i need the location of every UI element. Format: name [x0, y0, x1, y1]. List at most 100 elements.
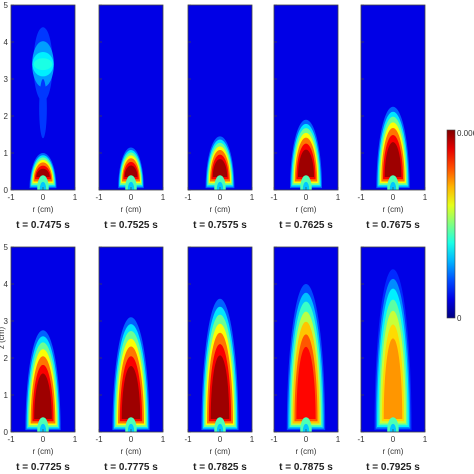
- y-tick-label: 4: [4, 280, 9, 289]
- panel-9: -1 0 1 r (cm) t = 0.7875 s: [270, 246, 341, 473]
- flame-field: [25, 330, 61, 432]
- panel-8: -1 0 1 r (cm) t = 0.7825 s: [184, 246, 255, 473]
- flame-contour: [296, 346, 316, 420]
- x-tick-label: 0: [129, 435, 134, 444]
- y-axis-label: z (cm): [0, 327, 6, 350]
- flame-root-core: [39, 181, 47, 190]
- flame-field: [118, 147, 144, 190]
- flame-contour: [121, 366, 141, 420]
- x-tick-label: 1: [423, 193, 428, 202]
- y-tick-label: 1: [4, 391, 9, 400]
- x-tick-label: -1: [270, 193, 278, 202]
- x-tick-label: -1: [184, 193, 192, 202]
- x-tick-label: 1: [250, 435, 255, 444]
- flame-field: [112, 317, 150, 432]
- colorbar-max-label: 0.006: [457, 129, 474, 138]
- y-tick-label: 3: [4, 317, 9, 326]
- y-tick-label: 4: [4, 38, 9, 47]
- x-axis-label: r (cm): [33, 205, 54, 214]
- flame-contour: [36, 168, 50, 178]
- time-label: t = 0.7575 s: [193, 220, 247, 231]
- panel-2: -1 0 1 r (cm) t = 0.7525 s: [95, 4, 166, 231]
- x-tick-label: 1: [161, 193, 166, 202]
- time-label: t = 0.7525 s: [104, 220, 158, 231]
- x-tick-label: -1: [270, 435, 278, 444]
- flame-contour: [383, 338, 403, 420]
- x-tick-label: 0: [304, 193, 309, 202]
- flame-root-core: [216, 181, 224, 190]
- flame-root-core: [127, 423, 135, 432]
- colorbar-min-label: 0: [457, 314, 462, 323]
- time-label: t = 0.7725 s: [16, 462, 70, 473]
- x-tick-label: 1: [250, 193, 255, 202]
- x-tick-label: 1: [336, 435, 341, 444]
- x-tick-label: -1: [184, 435, 192, 444]
- x-tick-label: -1: [357, 435, 365, 444]
- x-tick-label: -1: [357, 193, 365, 202]
- x-tick-label: -1: [95, 435, 103, 444]
- flame-contour: [212, 159, 228, 178]
- flame-contour: [34, 373, 52, 420]
- time-label: t = 0.7825 s: [193, 462, 247, 473]
- flame-field: [376, 106, 410, 190]
- x-axis-label: r (cm): [296, 205, 317, 214]
- flame-field: [205, 136, 235, 190]
- blob-link: [39, 79, 47, 139]
- x-tick-label: 0: [218, 193, 223, 202]
- x-axis-label: r (cm): [383, 205, 404, 214]
- flame-field: [286, 284, 326, 432]
- x-tick-label: -1: [7, 435, 15, 444]
- y-tick-label: 5: [4, 243, 9, 252]
- flame-field: [29, 27, 57, 190]
- x-axis-label: r (cm): [121, 447, 142, 456]
- flame-field: [201, 298, 239, 432]
- x-axis-label: r (cm): [383, 447, 404, 456]
- y-tick-label: 0: [4, 428, 9, 437]
- x-tick-label: 1: [336, 193, 341, 202]
- x-tick-label: -1: [95, 193, 103, 202]
- flame-root-core: [127, 181, 135, 190]
- x-tick-label: 0: [129, 193, 134, 202]
- x-tick-label: 0: [391, 193, 396, 202]
- flame-root-core: [302, 423, 310, 432]
- time-label: t = 0.7625 s: [279, 220, 333, 231]
- x-axis-label: r (cm): [33, 447, 54, 456]
- flame-contour: [210, 355, 230, 420]
- x-tick-label: 0: [41, 193, 46, 202]
- x-tick-label: 1: [423, 435, 428, 444]
- flame-root-core: [302, 181, 310, 190]
- detached-blob: [33, 58, 53, 71]
- flame-contour: [298, 149, 314, 178]
- flame-root-core: [216, 423, 224, 432]
- x-tick-label: 1: [73, 435, 78, 444]
- x-tick-label: 0: [41, 435, 46, 444]
- x-tick-label: 0: [304, 435, 309, 444]
- x-tick-label: -1: [7, 193, 15, 202]
- time-label: t = 0.7925 s: [366, 462, 420, 473]
- x-tick-label: 0: [218, 435, 223, 444]
- time-label: t = 0.7675 s: [366, 220, 420, 231]
- x-tick-label: 1: [161, 435, 166, 444]
- x-tick-label: 0: [391, 435, 396, 444]
- x-axis-label: r (cm): [296, 447, 317, 456]
- colorbar-scale: [446, 129, 456, 319]
- y-tick-label: 1: [4, 149, 9, 158]
- flame-contour: [124, 165, 138, 178]
- panel-7: -1 0 1 r (cm) t = 0.7775 s: [95, 246, 166, 473]
- panel-4: -1 0 1 r (cm) t = 0.7625 s: [270, 4, 341, 231]
- x-axis-label: r (cm): [210, 447, 231, 456]
- time-label: t = 0.7475 s: [16, 220, 70, 231]
- time-label: t = 0.7775 s: [104, 462, 158, 473]
- flame-root-core: [389, 423, 397, 432]
- y-tick-label: 2: [4, 354, 9, 363]
- y-tick-label: 5: [4, 1, 9, 10]
- panel-10: -1 0 1 r (cm) t = 0.7925 s: [357, 246, 428, 473]
- colorbar: z (cm) 0.006 0: [0, 129, 474, 349]
- x-axis-label: r (cm): [210, 205, 231, 214]
- time-label: t = 0.7875 s: [279, 462, 333, 473]
- flame-field: [374, 269, 412, 432]
